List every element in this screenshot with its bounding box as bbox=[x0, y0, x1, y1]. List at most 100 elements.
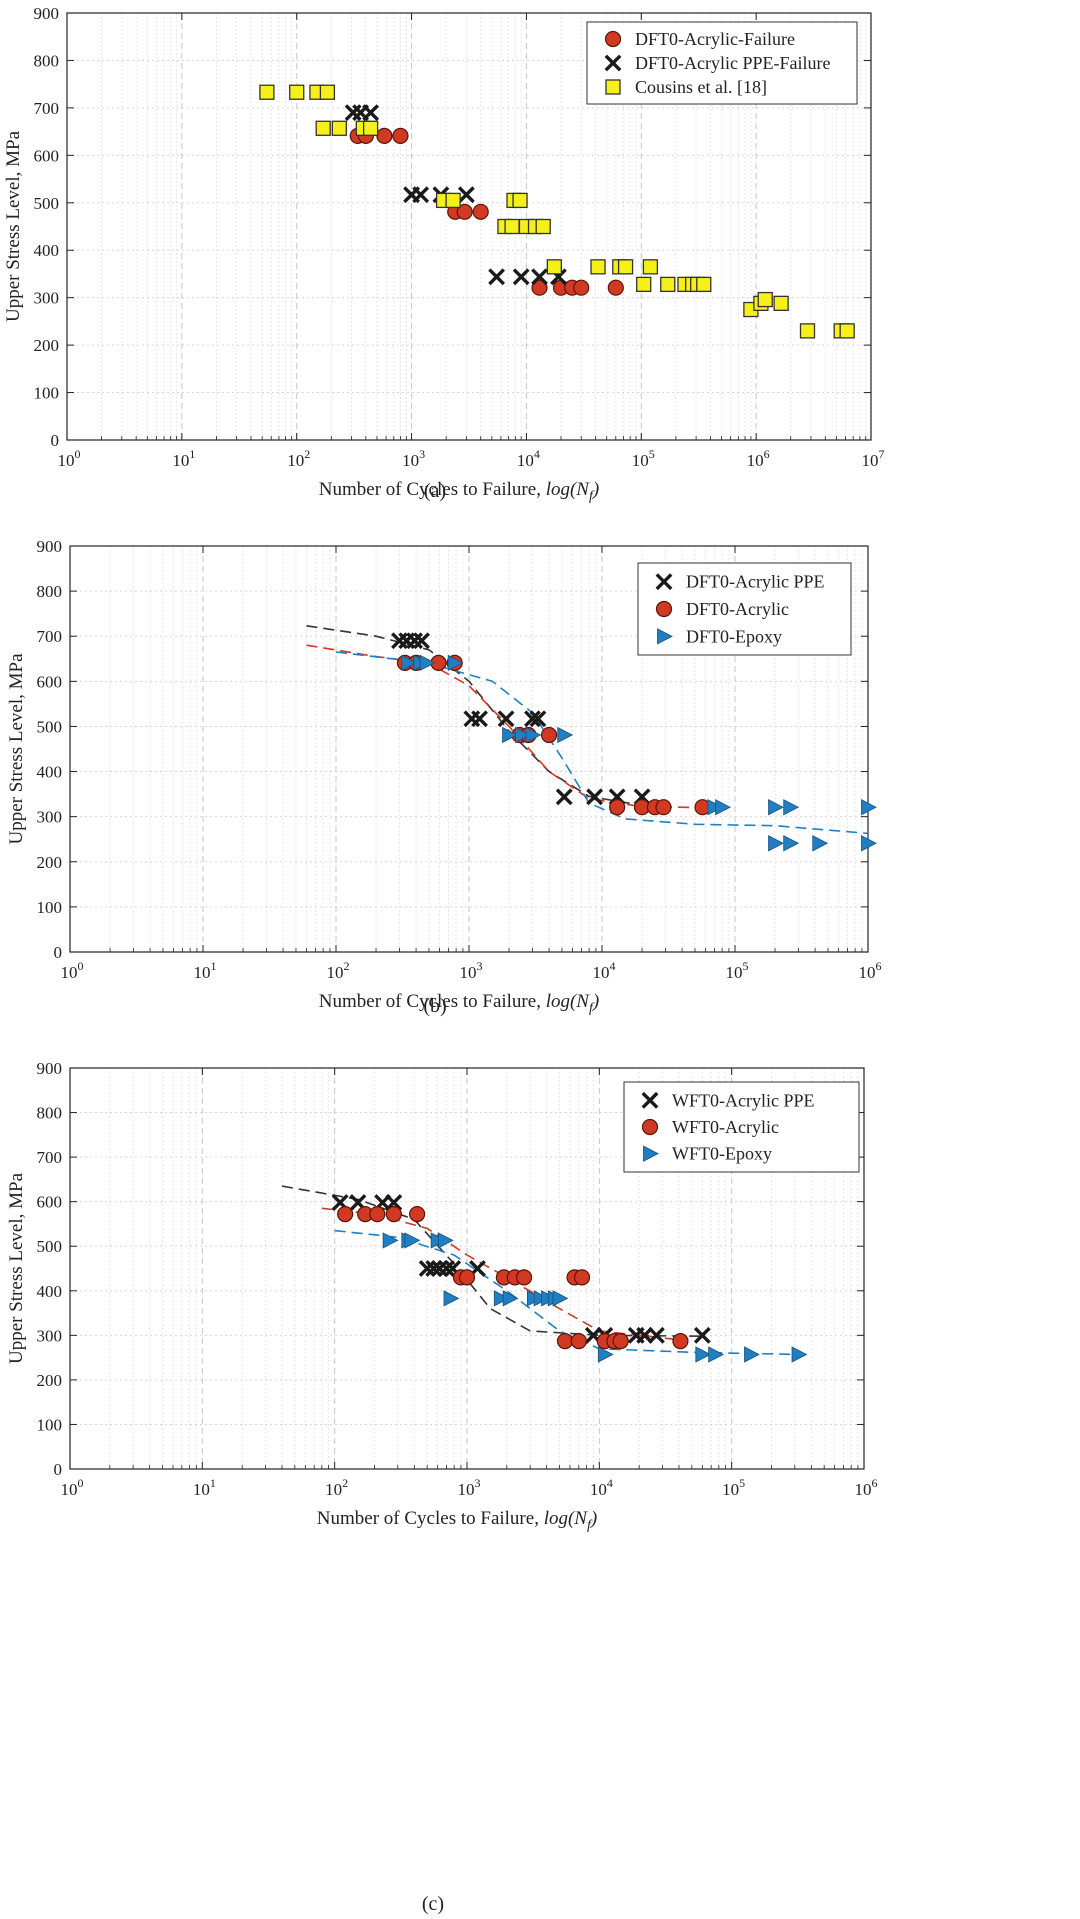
x-tick-label: 106 bbox=[747, 447, 770, 470]
data-point bbox=[331, 120, 347, 136]
y-tick-label: 600 bbox=[34, 146, 60, 165]
legend-box bbox=[637, 562, 852, 656]
data-point bbox=[617, 259, 634, 275]
data-point bbox=[715, 799, 731, 816]
data-point bbox=[556, 1333, 574, 1350]
y-tick-label: 800 bbox=[37, 582, 63, 601]
data-point bbox=[636, 276, 652, 293]
data-point bbox=[655, 799, 672, 816]
data-point bbox=[289, 84, 305, 100]
x-tick-label: 101 bbox=[193, 1476, 216, 1499]
data-point bbox=[497, 710, 515, 728]
series-dft0-acrylic-ppe bbox=[391, 632, 651, 806]
data-point bbox=[376, 127, 393, 144]
data-point bbox=[791, 1346, 808, 1363]
y-tick-label: 500 bbox=[34, 194, 60, 213]
y-tick-label: 900 bbox=[37, 1059, 63, 1078]
data-point bbox=[607, 279, 624, 296]
data-point bbox=[609, 799, 626, 816]
legend-marker bbox=[604, 30, 622, 48]
data-point bbox=[512, 192, 528, 209]
y-tick-label: 300 bbox=[34, 289, 60, 308]
data-point bbox=[337, 1206, 354, 1223]
y-tick-label: 600 bbox=[37, 1193, 63, 1212]
x-tick-label: 103 bbox=[402, 447, 425, 470]
legend-label: DFT0-Acrylic bbox=[686, 599, 789, 619]
y-tick-label: 0 bbox=[51, 431, 60, 450]
data-point bbox=[529, 710, 547, 728]
data-point bbox=[660, 276, 676, 293]
data-point bbox=[401, 654, 418, 671]
x-axis-label: Number of Cycles to Failure, log(Nf) bbox=[319, 479, 599, 504]
data-point bbox=[502, 1290, 519, 1307]
data-point bbox=[557, 726, 574, 744]
data-point bbox=[458, 1269, 476, 1286]
y-tick-label: 100 bbox=[37, 1415, 63, 1434]
series-dft0-epoxy bbox=[401, 654, 877, 852]
y-tick-label: 900 bbox=[37, 537, 63, 556]
legend: DFT0-Acrylic PPE DFT0-Acrylic DFT0-Epoxy bbox=[637, 562, 852, 656]
data-point bbox=[515, 1269, 533, 1286]
data-point bbox=[708, 1346, 725, 1363]
data-point bbox=[672, 1333, 689, 1350]
x-tick-label: 102 bbox=[287, 447, 310, 470]
legend-marker bbox=[641, 1091, 659, 1109]
data-point bbox=[502, 726, 518, 744]
y-tick-label: 700 bbox=[34, 99, 60, 118]
legend-label: WFT0-Acrylic PPE bbox=[672, 1090, 814, 1110]
y-tick-label: 500 bbox=[37, 1237, 63, 1256]
x-axis-label: Number of Cycles to Failure, log(Nf) bbox=[317, 1508, 597, 1533]
data-point bbox=[443, 1290, 460, 1307]
legend-label: WFT0-Acrylic bbox=[672, 1117, 779, 1137]
data-point bbox=[586, 788, 604, 806]
data-point bbox=[773, 295, 789, 312]
fit-curve-wft0-acrylic bbox=[321, 1207, 680, 1341]
y-tick-label: 100 bbox=[34, 384, 60, 403]
y-tick-label: 200 bbox=[37, 853, 63, 872]
legend-box bbox=[623, 1081, 860, 1173]
y-tick-label: 800 bbox=[37, 1104, 63, 1123]
series-wft0-epoxy bbox=[382, 1232, 808, 1363]
data-point bbox=[488, 268, 506, 286]
data-point bbox=[445, 192, 461, 209]
data-point bbox=[385, 1206, 402, 1223]
y-tick-label: 200 bbox=[34, 336, 60, 355]
y-tick-label: 0 bbox=[54, 943, 63, 962]
y-tick-label: 0 bbox=[54, 1460, 63, 1479]
data-point bbox=[437, 1232, 454, 1249]
x-tick-label: 100 bbox=[61, 959, 84, 982]
data-point bbox=[362, 104, 380, 122]
x-tick-label: 103 bbox=[458, 1476, 481, 1499]
data-point bbox=[319, 84, 336, 100]
data-point bbox=[612, 1333, 629, 1350]
series-cousins-et-al-18- bbox=[259, 84, 855, 339]
fit-curve-dft0-acrylic-ppe bbox=[306, 625, 643, 807]
data-point bbox=[570, 1333, 587, 1350]
legend-label: DFT0-Acrylic PPE bbox=[686, 572, 825, 592]
chart-caption: (b) bbox=[423, 995, 446, 1017]
x-axis-label: Number of Cycles to Failure, log(Nf) bbox=[319, 991, 599, 1016]
data-point bbox=[799, 323, 816, 339]
y-tick-label: 200 bbox=[37, 1371, 63, 1390]
data-point bbox=[636, 1326, 654, 1344]
data-point bbox=[457, 186, 475, 204]
data-point bbox=[504, 218, 520, 235]
data-point bbox=[546, 259, 562, 275]
legend-label: DFT0-Acrylic-Failure bbox=[635, 29, 795, 49]
y-tick-label: 300 bbox=[37, 1326, 63, 1345]
legend-marker bbox=[605, 79, 621, 95]
legend-marker bbox=[604, 54, 622, 72]
data-point bbox=[419, 654, 436, 671]
y-tick-label: 700 bbox=[37, 627, 63, 646]
y-tick-label: 500 bbox=[37, 717, 63, 736]
legend-box bbox=[586, 21, 858, 105]
y-axis-label: Upper Stress Level, MPa bbox=[6, 1172, 27, 1364]
data-point bbox=[768, 799, 784, 816]
y-tick-label: 100 bbox=[37, 898, 63, 917]
fit-curve-dft0-epoxy bbox=[335, 651, 869, 835]
data-point bbox=[412, 186, 430, 204]
data-point bbox=[413, 632, 430, 650]
